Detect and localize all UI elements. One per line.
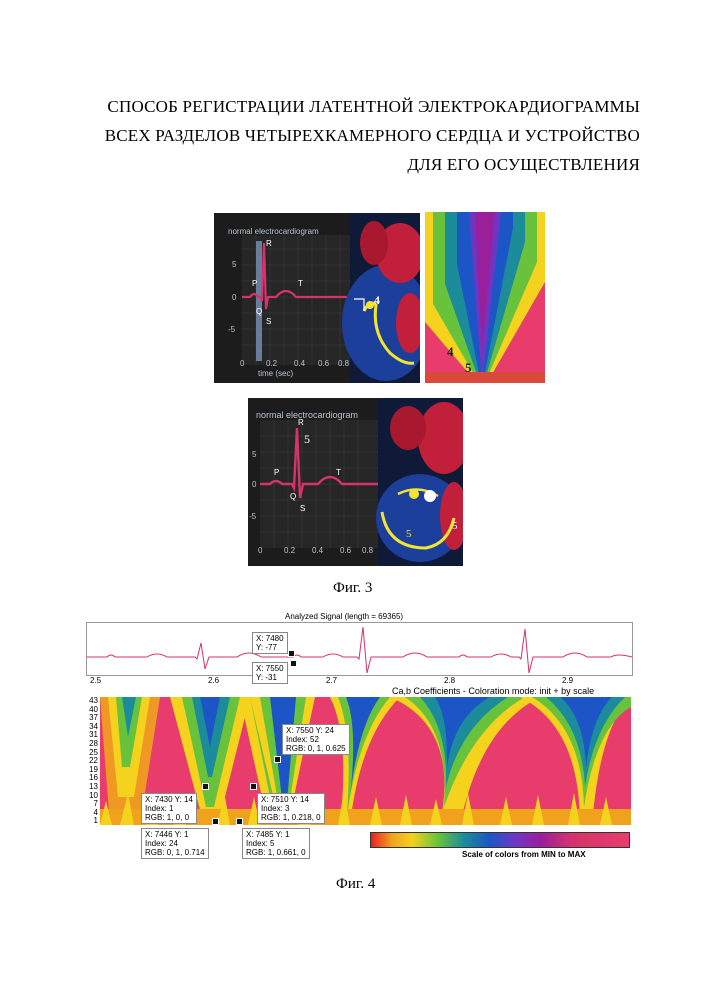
- fig4-signal-xtick-4: 2.9: [562, 676, 573, 685]
- fig3-top-xaxis-label: time (sec): [258, 369, 293, 378]
- fig3-bottom-composite-image: [248, 398, 463, 566]
- fig3-top-xtick-3: 0.6: [318, 359, 329, 368]
- fig3-bottom-xtick-3: 0.6: [340, 546, 351, 555]
- fig3-top-ecg-panel: normal electrocardiogram time (sec) 5 0 …: [214, 213, 420, 383]
- fig4-signal-trace: [87, 623, 632, 675]
- fig3-bottom-wave-q: Q: [290, 492, 296, 501]
- fig4-coef-marker-5: [236, 818, 243, 825]
- fig4-caption: Фиг. 4: [336, 876, 375, 893]
- fig3-top-wave-p: P: [252, 279, 257, 288]
- fig3-bottom-wave-r: R: [298, 418, 304, 427]
- fig3-top-wave-t: T: [298, 279, 303, 288]
- fig4-color-scale-label: Scale of colors from MIN to MAX: [462, 850, 586, 859]
- fig3-top-ecg-title: normal electrocardiogram: [228, 227, 319, 236]
- fig4-signal-xtick-3: 2.8: [444, 676, 455, 685]
- fig3-top-wave-s: S: [266, 317, 271, 326]
- fig4-signal-marker-1: [288, 650, 295, 657]
- fig4-signal-tooltip-1: X: 7480 Y: -77: [252, 632, 288, 654]
- fig3-top-wave-q: Q: [256, 307, 262, 316]
- fig3-bottom-wave-p: P: [274, 468, 279, 477]
- fig4-coef-marker-4: [212, 818, 219, 825]
- fig3-bottom-xtick-0: 0: [258, 546, 262, 555]
- fig3-top-wavelet-panel: 4 5: [425, 212, 545, 383]
- fig3-bottom-ytick-1: 0: [252, 480, 256, 489]
- fig3-bottom-ytick-0: 5: [252, 450, 256, 459]
- fig4-coef-marker-1: [274, 756, 281, 763]
- title-line-1: СПОСОБ РЕГИСТРАЦИИ ЛАТЕНТНОЙ ЭЛЕКТРОКАРД…: [60, 92, 640, 121]
- fig3-bottom-xtick-2: 0.4: [312, 546, 323, 555]
- fig3-bottom-xtick-4: 0.8: [362, 546, 373, 555]
- fig3-top-xtick-0: 0: [240, 359, 244, 368]
- fig3-top-xtick-1: 0.2: [266, 359, 277, 368]
- fig3-top-wavelet-marker-5: 5: [465, 360, 472, 376]
- fig4-coef-marker-2: [202, 783, 209, 790]
- title-line-3: ДЛЯ ЕГО ОСУЩЕСТВЛЕНИЯ: [60, 150, 640, 179]
- fig3-top-heart-marker: 4: [374, 293, 380, 308]
- fig3-top-ytick-2: -5: [228, 325, 235, 334]
- fig4-coef-tooltip-3: X: 7510 Y: 14 Index: 3 RGB: 1, 0.218, 0: [257, 793, 325, 824]
- fig4-coef-marker-3: [250, 783, 257, 790]
- fig4-coef-tooltip-5: X: 7485 Y: 1 Index: 5 RGB: 1, 0.661, 0: [242, 828, 310, 859]
- fig3-top-xtick-2: 0.4: [294, 359, 305, 368]
- fig4-coef-tooltip-4: X: 7446 Y: 1 Index: 24 RGB: 0, 1, 0.714: [141, 828, 209, 859]
- fig3-bottom-wave-t: T: [336, 468, 341, 477]
- fig4-coef-yaxis: 43 40 37 34 31 28 25 22 19 16 13 10 7 4 …: [84, 697, 98, 826]
- fig4-color-scale-bar: [370, 832, 630, 848]
- fig3-bottom-xtick-1: 0.2: [284, 546, 295, 555]
- fig3-bottom-r-marker: 5: [304, 432, 310, 447]
- fig3-bottom-heart-marker-b: 5: [452, 520, 458, 532]
- fig4-signal-xtick-1: 2.6: [208, 676, 219, 685]
- fig3-top-wave-r: R: [266, 239, 272, 248]
- fig4-coef-tooltip-1: X: 7550 Y: 24 Index: 52 RGB: 0, 1, 0.625: [282, 724, 350, 755]
- fig4-coef-title: Ca,b Coefficients - Coloration mode: ini…: [392, 686, 594, 696]
- fig4-signal-plot: [86, 622, 633, 676]
- fig4-signal-marker-2: [290, 660, 297, 667]
- fig3-bottom-ecg-title: normal electrocardiogram: [256, 410, 358, 420]
- title-line-2: ВСЕХ РАЗДЕЛОВ ЧЕТЫРЕХКАМЕРНОГО СЕРДЦА И …: [60, 121, 640, 150]
- ytick: 1: [84, 817, 98, 826]
- fig3-top-ytick-0: 5: [232, 260, 236, 269]
- fig3-bottom-ecg-panel: normal electrocardiogram 5 0 -5 0 0.2 0.…: [248, 398, 463, 566]
- fig3-top-composite-image: [214, 213, 420, 383]
- fig4-signal-title: Analyzed Signal (length = 69365): [285, 612, 403, 621]
- fig3-top-wavelet-marker-4: 4: [447, 344, 454, 360]
- fig4-coef-tooltip-2: X: 7430 Y: 14 Index: 1 RGB: 1, 0, 0: [141, 793, 197, 824]
- fig3-bottom-heart-marker-a: 5: [406, 528, 412, 540]
- fig3-caption: Фиг. 3: [333, 580, 372, 597]
- fig3-bottom-wave-s: S: [300, 504, 305, 513]
- fig3-bottom-ytick-2: -5: [249, 512, 256, 521]
- fig4-signal-xtick-2: 2.7: [326, 676, 337, 685]
- fig3-top-xtick-4: 0.8: [338, 359, 349, 368]
- fig4-signal-tooltip-2: X: 7550 Y: -31: [252, 662, 288, 684]
- fig4-signal-xtick-0: 2.5: [90, 676, 101, 685]
- document-title: СПОСОБ РЕГИСТРАЦИИ ЛАТЕНТНОЙ ЭЛЕКТРОКАРД…: [60, 92, 640, 179]
- fig3-top-ytick-1: 0: [232, 293, 236, 302]
- fig3-wavelet-image: [425, 212, 545, 383]
